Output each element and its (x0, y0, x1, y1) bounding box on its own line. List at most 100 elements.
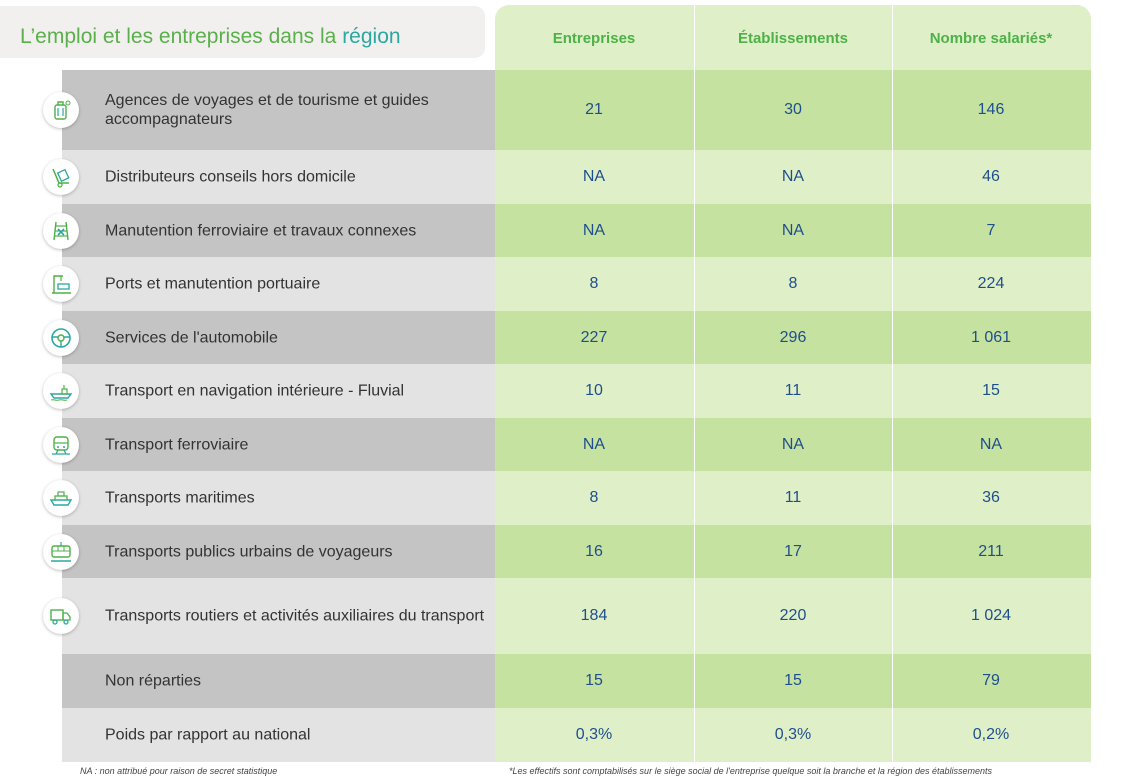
row-values: 21 30 146 (495, 70, 1091, 150)
value-salaries: 146 (977, 101, 1005, 118)
table-row: Transports maritimes 8 11 36 (43, 471, 1091, 525)
row-values: 0,3% 0,3% 0,2% (495, 708, 1091, 762)
row-values: NA NA NA (495, 418, 1091, 471)
value-salaries: 211 (978, 542, 1004, 560)
row-values: 8 8 224 (495, 257, 1091, 311)
footnote-salaries: *Les effectifs sont comptabilisés sur le… (509, 766, 992, 776)
value-entreprises: NA (582, 168, 606, 185)
value-entreprises: 0,3% (575, 726, 613, 743)
row-label-cell: Manutention ferroviaire et travaux conne… (43, 204, 495, 257)
title-text: L’emploi et les entreprises dans la (20, 25, 343, 48)
value-etablissements: NA (781, 221, 805, 239)
value-etablissements: 296 (779, 328, 807, 346)
column-divider (892, 5, 893, 762)
value-entreprises: 227 (580, 328, 608, 346)
value-entreprises: 21 (585, 101, 603, 118)
value-entreprises: NA (582, 435, 606, 453)
column-header-entreprises: Entreprises (552, 30, 636, 47)
column-header-etablissements: Établissements (737, 30, 849, 47)
row-label-cell: Transport ferroviaire (43, 418, 495, 471)
value-etablissements: 220 (779, 607, 807, 624)
value-etablissements: 8 (788, 275, 798, 292)
table-row: Transports routiers et activités auxilia… (43, 578, 1091, 654)
value-salaries: 1 024 (970, 607, 1012, 624)
port-crane-icon (43, 266, 79, 302)
row-values: 15 15 79 (495, 654, 1091, 708)
value-entreprises: 8 (589, 275, 599, 292)
row-label: Transport ferroviaire (105, 436, 249, 453)
row-values: NA NA 7 (495, 204, 1091, 257)
row-label-cell: Services de l'automobile (43, 311, 495, 364)
table-row: Agences de voyages et de tourisme et gui… (43, 70, 1091, 150)
column-header-salaries: Nombre salariés* (929, 30, 1053, 47)
table-row: Poids par rapport au national 0,3% 0,3% 0,2… (62, 708, 1091, 762)
table-row: Distributeurs conseils hors domicile NA NA… (43, 150, 1091, 204)
row-label: Transports routiers et activités auxilia… (105, 607, 485, 625)
row-label-cell: Agences de voyages et de tourisme et gui… (43, 70, 495, 150)
row-label: Non réparties (105, 672, 202, 690)
row-values: NA NA 46 (495, 150, 1091, 204)
title-accent: région (342, 25, 401, 48)
value-entreprises: 8 (589, 489, 599, 506)
value-salaries: 36 (982, 489, 1000, 506)
row-label-cell: Poids par rapport au national (62, 708, 495, 762)
row-label: Manutention ferroviaire et travaux conne… (105, 222, 417, 239)
value-salaries: 1 061 (970, 328, 1012, 346)
value-salaries: 15 (982, 382, 1000, 399)
row-label: Services de l'automobile (105, 329, 278, 346)
value-salaries: 224 (977, 275, 1005, 292)
row-label-cell: Transports publics urbains de voyageurs (43, 525, 495, 578)
value-entreprises: NA (582, 221, 606, 239)
table-row: Services de l'automobile 227 296 1 061 (43, 311, 1091, 364)
value-entreprises: 15 (585, 672, 603, 689)
row-label-cell: Transport en navigation intérieure - Flu… (43, 364, 495, 418)
value-etablissements: 17 (784, 542, 802, 560)
row-label: Transports publics urbains de voyageurs (105, 543, 393, 560)
train-icon (43, 426, 79, 463)
value-salaries: 0,2% (972, 726, 1010, 743)
row-label-cell: Transports routiers et activités auxilia… (43, 578, 495, 654)
row-label: Distributeurs conseils hors domicile (105, 168, 356, 186)
value-salaries: 46 (982, 168, 1000, 185)
table-row: Non réparties 15 15 79 (62, 654, 1091, 708)
value-etablissements: NA (781, 435, 805, 453)
hand-truck-icon (43, 159, 79, 195)
table-row: Transport ferroviaire NA NA NA (43, 418, 1091, 471)
value-etablissements: 0,3% (774, 726, 812, 743)
row-label-cell: Non réparties (62, 654, 495, 708)
barge-icon (43, 373, 79, 409)
luggage-icon (43, 92, 79, 128)
row-label: Transports maritimes (105, 489, 255, 507)
tram-icon (43, 533, 79, 570)
value-entreprises: 184 (580, 607, 608, 624)
value-etablissements: 11 (784, 382, 802, 399)
ship-icon (43, 480, 79, 516)
title-box: L’emploi et les entreprises dans la régi… (0, 6, 485, 58)
value-etablissements: 30 (784, 101, 802, 118)
table-row: Manutention ferroviaire et travaux conne… (43, 204, 1091, 257)
value-etablissements: 11 (784, 489, 802, 506)
row-label: Transport en navigation intérieure - Flu… (105, 382, 405, 400)
value-etablissements: 15 (784, 672, 802, 689)
row-label: Poids par rapport au national (105, 726, 311, 744)
page-title: L’emploi et les entreprises dans la régi… (20, 25, 401, 49)
row-label: Ports et manutention portuaire (105, 275, 321, 293)
row-values: 227 296 1 061 (495, 311, 1091, 364)
footnote-na: NA : non attribué pour raison de secret … (80, 766, 278, 776)
value-salaries: 7 (986, 221, 996, 239)
rail-tools-icon (43, 212, 79, 249)
table-row: Ports et manutention portuaire 8 8 224 (43, 257, 1091, 311)
row-label-cell: Ports et manutention portuaire (43, 257, 495, 311)
row-label-cell: Transports maritimes (43, 471, 495, 525)
value-salaries: 79 (982, 672, 1000, 689)
value-etablissements: NA (781, 168, 805, 185)
value-salaries: NA (979, 435, 1003, 453)
column-divider (694, 5, 695, 762)
truck-icon (43, 598, 79, 634)
table-row: Transports publics urbains de voyageurs 1… (43, 525, 1091, 578)
row-label: Agences de voyages et de tourisme et gui… (105, 92, 429, 128)
row-values: 8 11 36 (495, 471, 1091, 525)
row-values: 16 17 211 (495, 525, 1091, 578)
row-label-cell: Distributeurs conseils hors domicile (43, 150, 495, 204)
value-entreprises: 16 (585, 542, 603, 560)
